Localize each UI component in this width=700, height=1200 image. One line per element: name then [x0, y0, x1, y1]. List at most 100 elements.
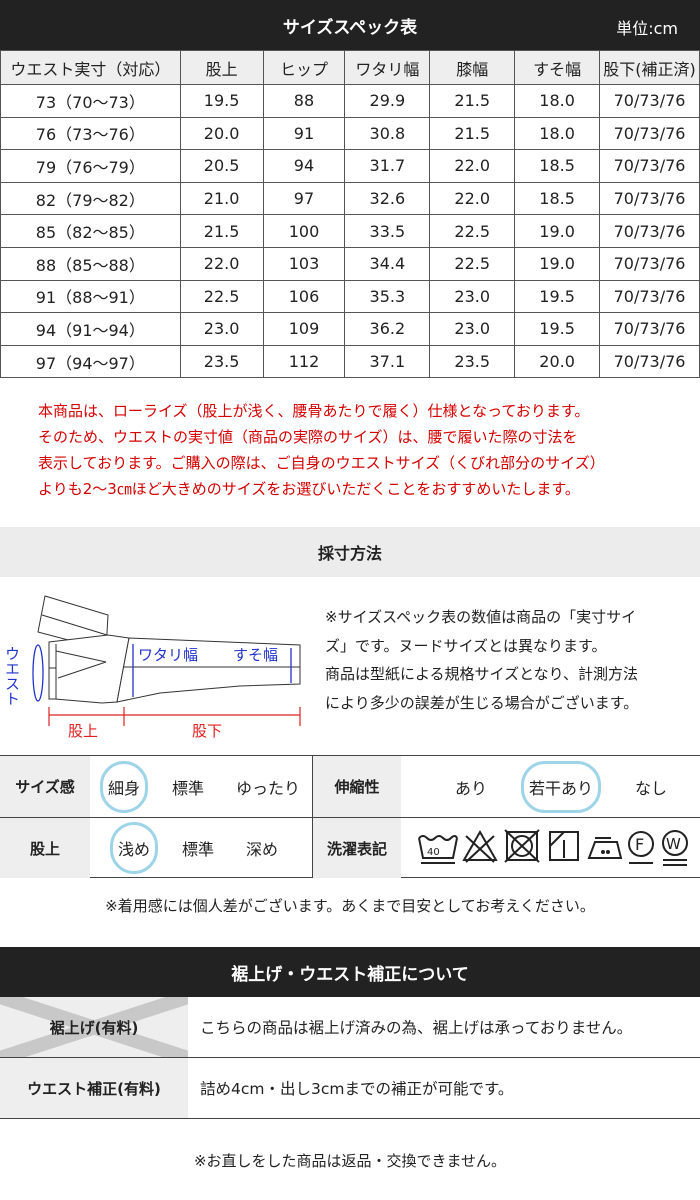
table-cell: 100: [262, 214, 346, 248]
fit-option: 深め: [246, 840, 279, 859]
table-cell: 33.5: [344, 214, 431, 248]
column-header: 股上: [179, 50, 264, 85]
footer-note: ※お直しをした商品は返品・交換できません。: [193, 1152, 507, 1170]
table-cell: 23.5: [179, 344, 264, 379]
spec-title: サイズスペック表: [282, 17, 418, 38]
table-cell: 70/73/76: [599, 214, 700, 248]
fit-option: 標準: [172, 778, 205, 798]
svg-text:40: 40: [427, 847, 440, 858]
rise-label: 股上: [68, 722, 98, 740]
table-cell: 76（73〜76）: [0, 116, 181, 151]
fit-note: ※着用感には個人差がございます。あくまで目安としてお考えください。: [105, 897, 595, 915]
table-cell: 21.0: [179, 181, 264, 216]
fit-option: 細身: [98, 760, 150, 813]
waist-alter-text: 詰め4cm・出し3cmまでの補正が可能です。: [200, 1080, 514, 1098]
fit-table: サイズ感 細身 標準 ゆったり 伸縮性 あり 若干あり なし 股上 浅め 標準 深め 洗濯表…: [0, 755, 700, 878]
table-cell: 19.5: [514, 312, 601, 346]
measure-note: ※サイズスペック表の数値は商品の「実寸サイ ズ」です。ヌードサイズとは異なります…: [325, 603, 690, 717]
size-spec-table: ウエスト実寸（対応） 股上 ヒップ ワタリ幅 膝幅 すそ幅 股下(補正済) 73（70〜73…: [0, 50, 700, 379]
fit-row: 股上 浅め 標準 深め 洗濯表記 40 F W: [0, 817, 700, 878]
table-cell: 94: [262, 149, 346, 183]
thigh-label: ワタリ幅: [138, 646, 198, 664]
note-line: により多少の誤差が生じる場合がございます。: [325, 693, 639, 712]
size-feel-options: 細身 標準 ゆったり: [98, 756, 310, 817]
table-cell: 22.0: [179, 246, 264, 281]
table-cell: 36.2: [344, 312, 431, 346]
table-cell: 21.5: [179, 214, 264, 248]
table-cell: 23.5: [429, 344, 516, 379]
table-cell: 79（76〜79）: [0, 149, 181, 183]
note-line: 本商品は、ローライズ（股上が浅く、腰骨あたりで履く）仕様となっております。: [38, 402, 590, 420]
alter-header: 裾上げ・ウエスト補正について: [0, 947, 700, 997]
size-feel-label: サイズ感: [0, 756, 90, 817]
table-cell: 109: [262, 312, 346, 346]
fit-option: 標準: [182, 840, 215, 859]
note-line: よりも2〜3㎝ほど大きめのサイズをお選びいただくことをおすすめいたします。: [38, 480, 580, 498]
table-cell: 22.0: [429, 149, 516, 183]
note-line: 表示しております。ご購入の際は、ご自身のウエストサイズ（くびれ部分のサイズ）: [38, 454, 605, 472]
table-cell: 70/73/76: [599, 246, 700, 281]
spec-header: サイズスペック表 単位:cm: [0, 0, 700, 50]
table-row: 88（85〜88） 22.0 103 34.4 22.5 19.0 70/73/76: [0, 246, 700, 281]
fit-option: ゆったり: [236, 778, 301, 798]
table-row: 82（79〜82） 21.0 97 32.6 22.0 18.5 70/73/76: [0, 181, 700, 216]
wet-clean-w-icon: W: [662, 830, 688, 866]
table-cell: 18.0: [514, 116, 601, 151]
waist-alter-label: ウエスト補正(有料): [0, 1058, 188, 1118]
no-tumble-dry-icon: [504, 829, 540, 863]
care-symbols: 40 F W: [418, 829, 688, 866]
table-cell: 20.0: [179, 116, 264, 151]
table-cell: 70/73/76: [599, 116, 700, 151]
table-cell: 23.0: [429, 279, 516, 314]
table-cell: 97（94〜97）: [0, 344, 181, 379]
label-text: 裾上げ(有料): [49, 1018, 139, 1037]
table-cell: 21.5: [429, 116, 516, 151]
note-line: ズ」です。ヌードサイズとは異なります。: [325, 636, 607, 655]
note-line: そのため、ウエストの実寸値（商品の実際のサイズ）は、腰で履いた際の寸法を: [38, 428, 578, 446]
table-cell: 19.5: [514, 279, 601, 314]
measure-title: 採寸方法: [0, 527, 700, 577]
table-cell: 103: [262, 246, 346, 281]
fit-option: なし: [635, 778, 668, 798]
table-cell: 88（85〜88）: [0, 246, 181, 281]
fit-option: 浅め: [108, 822, 160, 874]
table-cell: 22.5: [179, 279, 264, 314]
wash-40-icon: 40: [418, 835, 458, 864]
table-cell: 22.0: [429, 181, 516, 216]
fit-row: サイズ感 細身 標準 ゆったり 伸縮性 あり 若干あり なし: [0, 756, 700, 817]
table-row: 97（94〜97） 23.5 112 37.1 23.5 20.0 70/73/76: [0, 344, 700, 379]
table-cell: 94（91〜94）: [0, 312, 181, 346]
unit-label: 単位:cm: [616, 19, 678, 38]
table-cell: 20.5: [179, 149, 264, 183]
unavailable-cross-icon: [0, 997, 188, 1057]
table-cell: 70/73/76: [599, 312, 700, 346]
line-dry-shade-icon: [549, 831, 579, 861]
table-cell: 91（88〜91）: [0, 279, 181, 314]
table-cell: 82（79〜82）: [0, 181, 181, 216]
table-cell: 22.5: [429, 246, 516, 281]
inseam-label: 股下: [192, 722, 222, 740]
table-cell: 37.1: [344, 344, 431, 379]
dry-clean-f-icon: F: [628, 831, 654, 864]
table-cell: 85（82〜85）: [0, 214, 181, 248]
table-cell: 18.5: [514, 149, 601, 183]
table-cell: 19.5: [179, 84, 264, 118]
table-cell: 35.3: [344, 279, 431, 314]
svg-text:W: W: [666, 835, 681, 853]
column-header: ウエスト実寸（対応）: [0, 50, 181, 85]
table-cell: 18.5: [514, 181, 601, 216]
rise-options: 浅め 標準 深め: [108, 818, 288, 878]
table-cell: 73（70〜73）: [0, 84, 181, 118]
rise-fit-label: 股上: [0, 818, 90, 878]
table-cell: 70/73/76: [599, 84, 700, 118]
table-cell: 18.0: [514, 84, 601, 118]
divider: [312, 756, 313, 877]
fit-option: 若干あり: [519, 760, 603, 813]
column-header: 膝幅: [429, 50, 516, 85]
care-label: 洗濯表記: [313, 818, 401, 878]
table-cell: 23.0: [179, 312, 264, 346]
table-cell: 22.5: [429, 214, 516, 248]
pants-diagram: ワタリ幅 すそ幅 ウエスト 股上 股下: [3, 595, 301, 740]
table-cell: 31.7: [344, 149, 431, 183]
table-row: 73（70〜73） 19.5 88 29.9 21.5 18.0 70/73/76: [0, 84, 700, 118]
